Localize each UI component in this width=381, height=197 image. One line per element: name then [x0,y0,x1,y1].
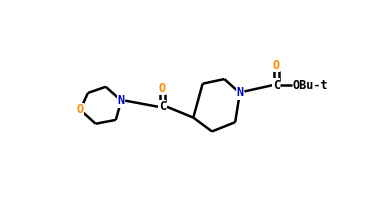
Text: C: C [159,100,166,113]
Text: O: O [273,59,280,72]
Text: N: N [236,86,243,99]
Text: O: O [159,82,166,95]
Text: C: C [273,79,280,92]
Text: N: N [118,94,125,107]
Text: OBu-t: OBu-t [293,79,328,92]
Text: O: O [77,103,84,116]
